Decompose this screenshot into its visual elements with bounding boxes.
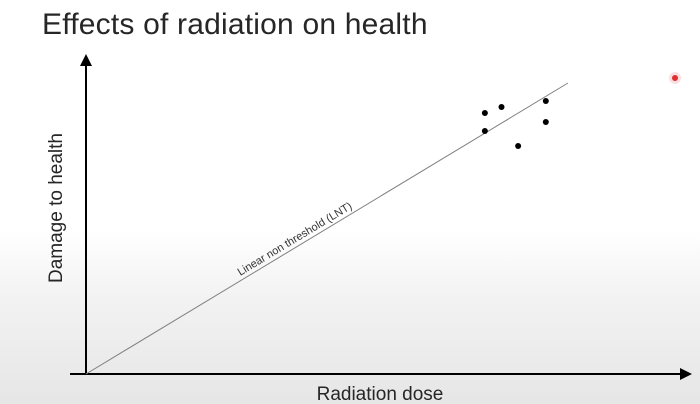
data-point (542, 98, 549, 104)
data-point (481, 128, 488, 134)
data-point (515, 143, 522, 149)
data-point (498, 104, 505, 110)
lnt-line (85, 82, 569, 375)
lnt-label: Linear non threshold (LNT) (236, 200, 355, 278)
laser-pointer (672, 75, 678, 81)
slide-title: Effects of radiation on health (42, 8, 428, 41)
series-layer (85, 82, 569, 375)
x-axis-label: Radiation dose (317, 384, 444, 404)
laser-pointer-glow (669, 72, 681, 84)
data-point (481, 110, 488, 116)
data-point (542, 119, 549, 125)
y-axis-label: Damage to health (46, 133, 67, 283)
